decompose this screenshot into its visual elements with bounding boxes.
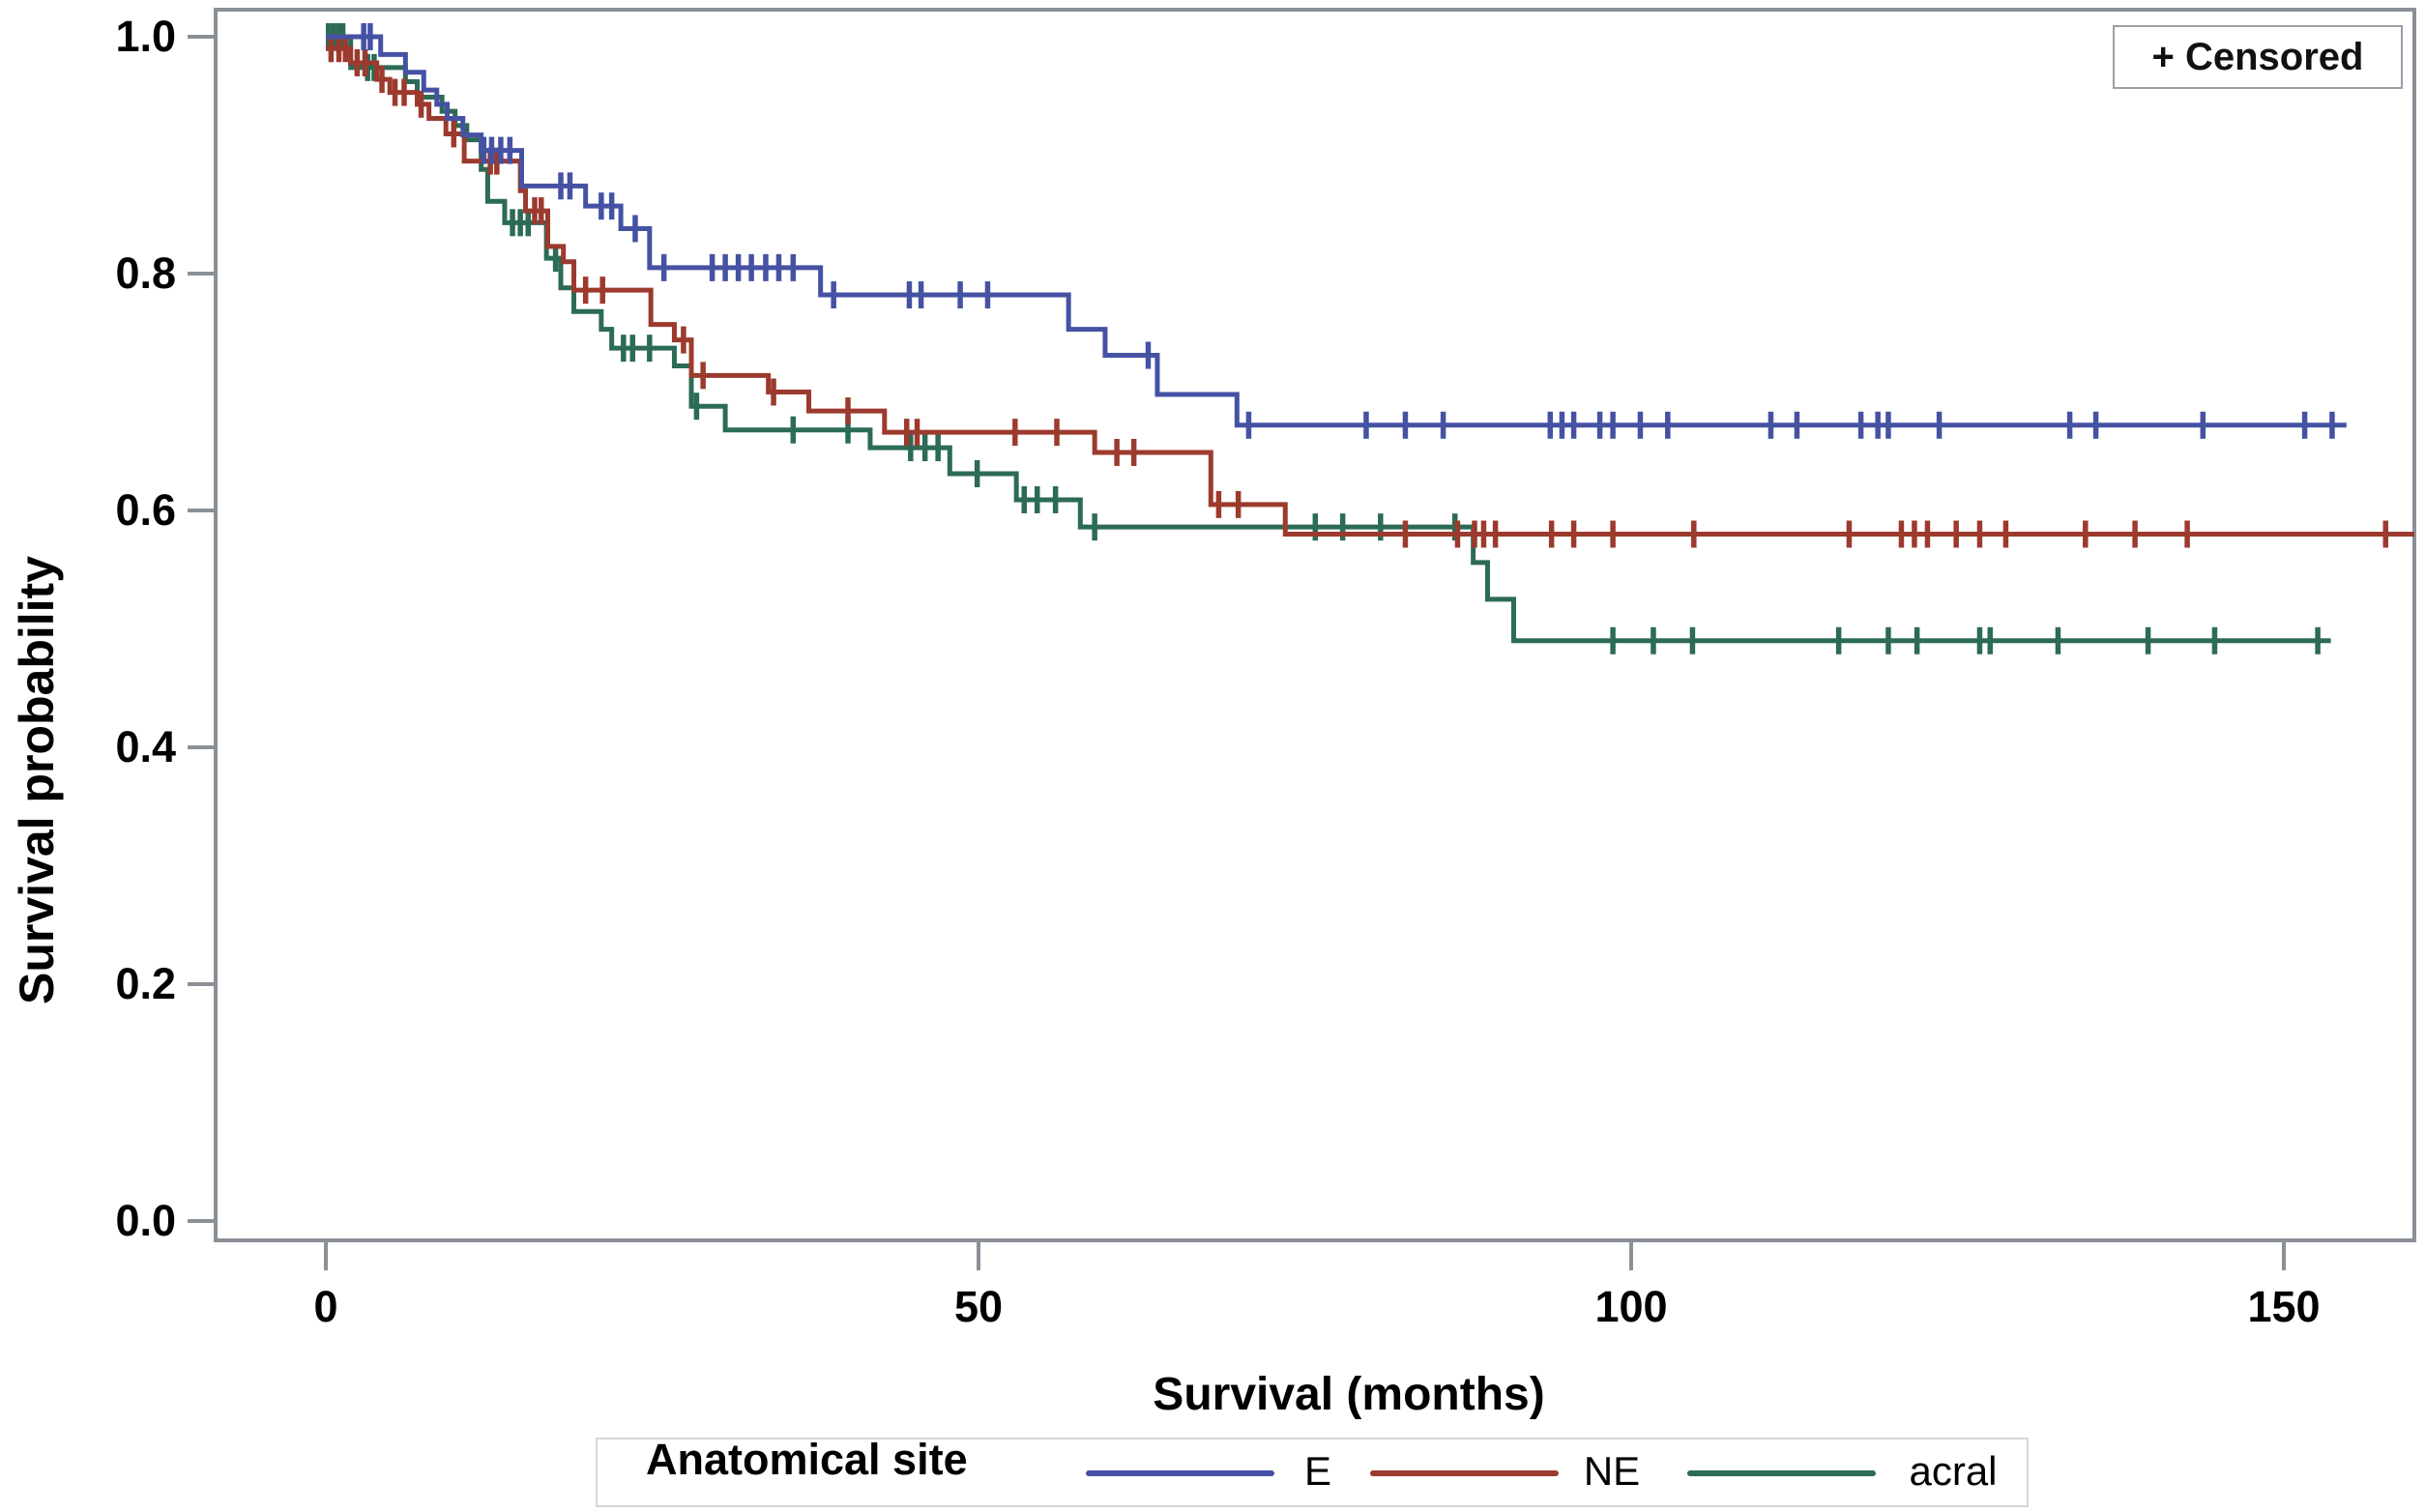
y-tick-label-0.8: 0.8	[115, 248, 176, 298]
x-tick-label-100: 100	[1594, 1282, 1668, 1331]
legend-label-acral: acral	[1909, 1448, 1998, 1494]
survival-curve-NE	[326, 45, 2414, 537]
censored-legend-label: + Censored	[2151, 35, 2364, 78]
legend-frame	[596, 1438, 2029, 1507]
y-axis-title: Survival probability	[10, 556, 64, 1005]
y-tick-label-0.0: 0.0	[115, 1196, 176, 1245]
legend-swatch-E	[1086, 1470, 1274, 1476]
censored-legend-box: + Censored	[2113, 25, 2403, 89]
x-tick-label-50: 50	[953, 1282, 1004, 1331]
legend-title: Anatomical site	[646, 1435, 968, 1484]
legend-swatch-acral	[1687, 1470, 1876, 1476]
legend-label-NE: NE	[1583, 1448, 1641, 1494]
y-tick-label-0.4: 0.4	[115, 722, 176, 771]
plot-frame	[214, 8, 2416, 1242]
y-tick-label-0.6: 0.6	[115, 485, 176, 535]
x-tick-label-0: 0	[313, 1282, 338, 1331]
x-tick-label-150: 150	[2247, 1282, 2321, 1331]
survival-curve-E	[326, 34, 2347, 428]
legend-swatch-NE	[1370, 1470, 1559, 1476]
y-tick-label-0.2: 0.2	[115, 959, 176, 1008]
y-tick-label-1.0: 1.0	[115, 12, 176, 61]
x-axis-title: Survival (months)	[1153, 1369, 1545, 1420]
legend-label-E: E	[1303, 1448, 1331, 1494]
survival-curve-acral	[326, 34, 2331, 644]
